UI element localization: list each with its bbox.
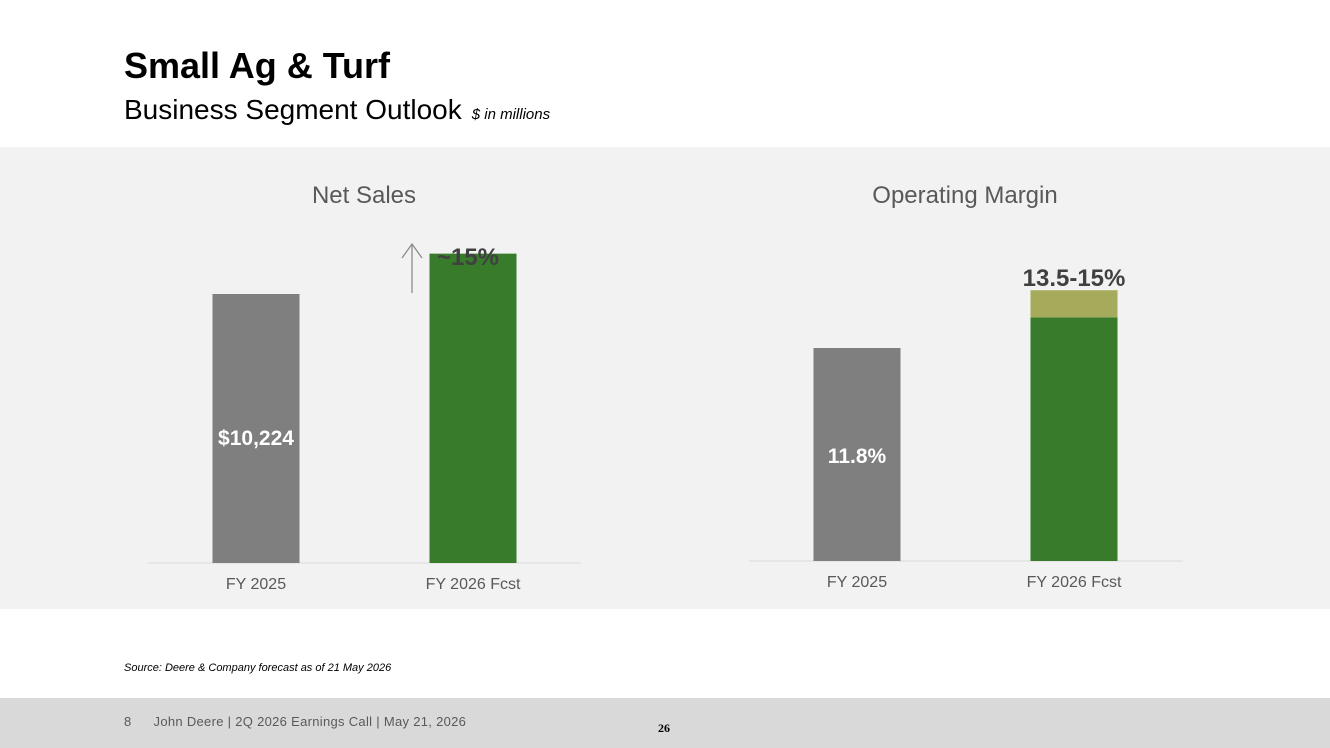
increase-arrow-head bbox=[401, 242, 423, 259]
subtitle-text: Business Segment Outlook bbox=[124, 94, 462, 125]
net-sales-bar-1 bbox=[212, 294, 300, 563]
units-note: $ in millions bbox=[471, 106, 551, 123]
slide-subtitle: Business Segment Outlook $ in millions bbox=[124, 92, 550, 133]
net-sales-tick-label-1: FY 2025 bbox=[226, 576, 286, 593]
net-sales-tick-label-2: FY 2026 Fcst bbox=[426, 576, 521, 593]
op-margin-tick-label-2: FY 2026 Fcst bbox=[1027, 574, 1122, 591]
op-margin-bar-1 bbox=[813, 348, 901, 561]
slide-number: 8 bbox=[124, 714, 132, 729]
op-margin-data-label-1: 11.8% bbox=[828, 445, 887, 468]
op-margin-bar-2 bbox=[1030, 317, 1118, 561]
net-sales-data-label-2: ~15% bbox=[437, 244, 499, 271]
slide-title: Small Ag & Turf bbox=[124, 45, 391, 86]
page-number: 26 bbox=[658, 721, 670, 735]
op-margin-range-bar-2 bbox=[1030, 290, 1118, 318]
net-sales-bar-2 bbox=[429, 253, 517, 564]
footer-caption: John Deere | 2Q 2026 Earnings Call | May… bbox=[153, 714, 467, 729]
footer-bar bbox=[0, 698, 1330, 748]
op-margin-tick-label-1: FY 2025 bbox=[827, 574, 887, 591]
op-margin-data-label-2: 13.5-15% bbox=[1023, 265, 1126, 292]
net-sales-chart-title: Net Sales bbox=[311, 182, 417, 209]
source-note: Source: Deere & Company forecast as of 2… bbox=[124, 662, 392, 674]
footer-text: 8 John Deere | 2Q 2026 Earnings Call | Ma… bbox=[124, 714, 466, 729]
net-sales-data-label-1: $10,224 bbox=[218, 427, 294, 450]
operating-margin-chart-title: Operating Margin bbox=[872, 182, 1058, 209]
